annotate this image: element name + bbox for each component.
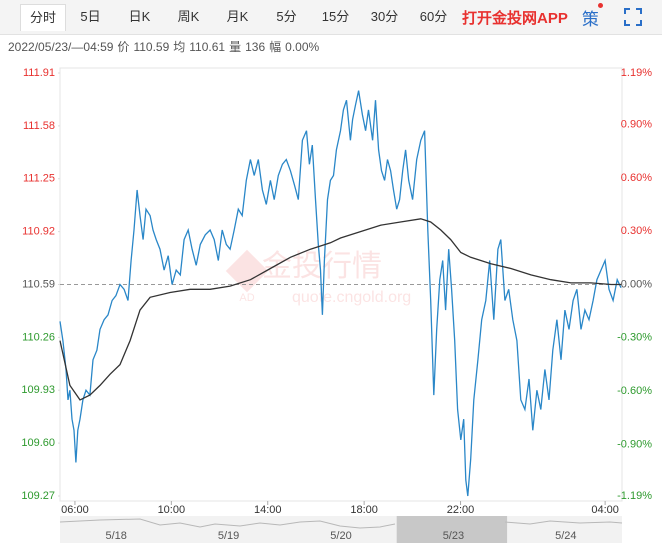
tab[interactable]: 月K (226, 9, 249, 24)
strategy-button[interactable]: 策 (582, 2, 603, 30)
tab[interactable]: 30分 (370, 9, 399, 24)
info-label: 幅 (269, 40, 282, 54)
y-tick-label: 111.25 (23, 173, 55, 185)
y2-tick-label: -1.19% (617, 490, 652, 502)
navigator-label: 5/24 (555, 530, 576, 542)
navigator-window (396, 516, 508, 543)
y2-tick-label: 0.90% (621, 118, 652, 130)
y2-tick-label: 0.00% (621, 278, 652, 290)
navigator-track (60, 516, 622, 543)
x-tick-label: 04:00 (591, 504, 619, 516)
y-tick-label: 110.59 (22, 278, 55, 290)
tab[interactable]: 分时 (20, 3, 66, 31)
y-tick-label: 109.27 (21, 490, 55, 502)
info-value: 136 (245, 40, 266, 54)
y2-tick-label: -0.90% (617, 438, 652, 450)
watermark-logo (225, 249, 269, 293)
navigator-label: 5/18 (105, 530, 126, 542)
tab-bar: 分时 5日 日K 周K 月K 5分 15分 30分 60分 打开金投网APP 策 (0, 0, 662, 35)
watermark-text: 金投行情 (262, 250, 382, 283)
watermark-badge: AD (239, 292, 254, 304)
y2-tick-label: 1.19% (621, 67, 652, 79)
y2-tick-label: 0.30% (621, 225, 652, 237)
price-line (59, 218, 621, 401)
y-tick-label: 109.60 (21, 437, 55, 449)
x-tick-label: 10:00 (158, 504, 186, 516)
x-tick-label: 18:00 (350, 504, 378, 516)
y-tick-label: 111.91 (23, 67, 55, 79)
navigator (59, 516, 623, 543)
navigator-line (59, 518, 396, 529)
tab[interactable]: 5分 (276, 9, 297, 24)
watermark-url: quote.cngold.org (292, 289, 411, 306)
info-value: 110.61 (189, 40, 226, 54)
x-tick-label: 22:00 (447, 504, 475, 516)
navigator-label: 5/23 (443, 530, 464, 542)
y-tick-label: 111.58 (23, 120, 55, 132)
tab[interactable]: 60分 (419, 9, 448, 24)
info-value: 0.00% (285, 40, 320, 54)
y-tick-label: 109.93 (21, 384, 55, 396)
tab[interactable]: 5日 (80, 9, 101, 24)
tab[interactable]: 日K (128, 9, 151, 24)
info-datetime: 2022/05/23/—04:59 (8, 40, 114, 54)
y2-tick-label: 0.60% (621, 172, 652, 184)
y2-tick-label: -0.30% (617, 332, 652, 344)
info-label: 价 (117, 40, 130, 54)
info-label: 均 (173, 40, 186, 54)
price-line (59, 90, 622, 497)
navigator-label: 5/19 (218, 530, 239, 542)
y-tick-label: 110.26 (22, 331, 55, 343)
y2-tick-label: -0.60% (617, 385, 652, 397)
navigator-line (504, 520, 623, 525)
navigator-label: 5/20 (330, 530, 351, 542)
fullscreen-button[interactable] (624, 8, 642, 26)
info-value: 110.59 (133, 40, 170, 54)
tab[interactable]: 15分 (321, 9, 350, 24)
x-tick-label: 14:00 (254, 504, 282, 516)
app-link[interactable]: 打开金投网APP (462, 9, 568, 27)
info-label: 量 (229, 40, 242, 54)
x-tick-label: 06:00 (61, 504, 89, 516)
tab[interactable]: 周K (177, 9, 200, 24)
info-line: 2022/05/23/—04:59 价 110.59 均 110.61 量 136 幅 0.00… (8, 38, 323, 56)
y-tick-label: 110.92 (22, 226, 55, 238)
